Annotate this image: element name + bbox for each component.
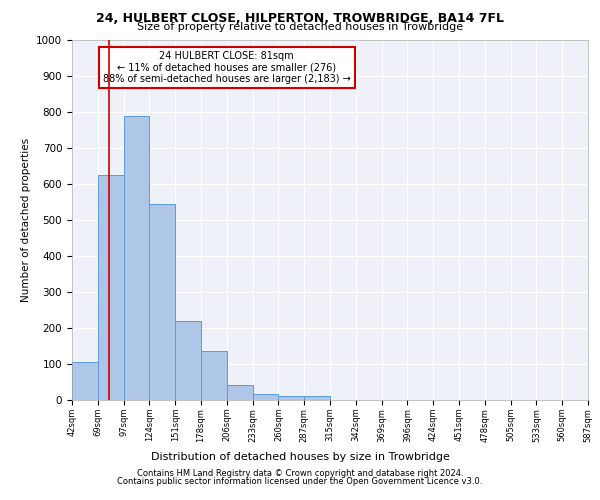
Bar (253, 394, 278, 400)
Bar (98, 175, 124, 400)
Text: 24, HULBERT CLOSE, HILPERTON, TROWBRIDGE, BA14 7FL: 24, HULBERT CLOSE, HILPERTON, TROWBRIDGE… (96, 12, 504, 26)
Bar (304, 396, 330, 400)
Bar (124, 116, 149, 400)
Text: Size of property relative to detached houses in Trowbridge: Size of property relative to detached ho… (137, 22, 463, 32)
Text: Distribution of detached houses by size in Trowbridge: Distribution of detached houses by size … (151, 452, 449, 462)
Bar (175, 321, 201, 400)
Text: Contains HM Land Registry data © Crown copyright and database right 2024.: Contains HM Land Registry data © Crown c… (137, 468, 463, 477)
Text: Contains public sector information licensed under the Open Government Licence v3: Contains public sector information licen… (118, 477, 482, 486)
Bar (278, 396, 304, 400)
Bar (72, 362, 98, 400)
Bar (201, 352, 227, 400)
Bar (227, 385, 253, 400)
Text: 24 HULBERT CLOSE: 81sqm
← 11% of detached houses are smaller (276)
88% of semi-d: 24 HULBERT CLOSE: 81sqm ← 11% of detache… (103, 51, 350, 84)
Y-axis label: Number of detached properties: Number of detached properties (20, 138, 31, 302)
Bar (149, 204, 175, 400)
